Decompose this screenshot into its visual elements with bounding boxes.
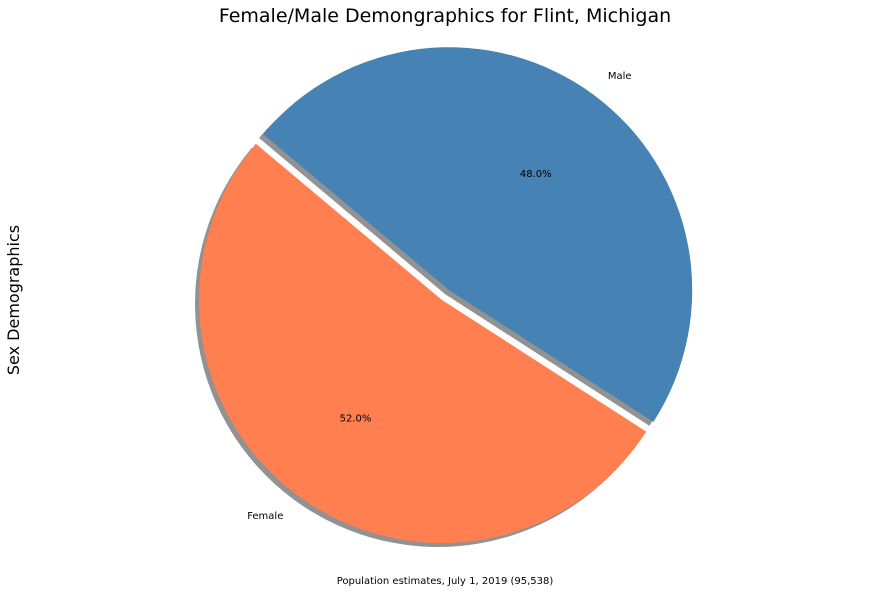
- pie-slice-male: [263, 47, 693, 422]
- chart-title: Female/Male Demongraphics for Flint, Mic…: [219, 5, 671, 27]
- slice-percent-female: 52.0%: [340, 413, 372, 424]
- x-axis-label: Population estimates, July 1, 2019 (95,5…: [337, 576, 554, 587]
- pie-label-layer: Female 52.0% Male 48.0%: [247, 71, 631, 522]
- pie-slice-female: [198, 143, 647, 544]
- slice-label-female: Female: [247, 511, 283, 522]
- slice-label-male: Male: [608, 71, 632, 82]
- pie-slice-layer: [198, 47, 693, 544]
- y-axis-label: Sex Demographics: [4, 225, 23, 375]
- slice-percent-male: 48.0%: [520, 169, 552, 180]
